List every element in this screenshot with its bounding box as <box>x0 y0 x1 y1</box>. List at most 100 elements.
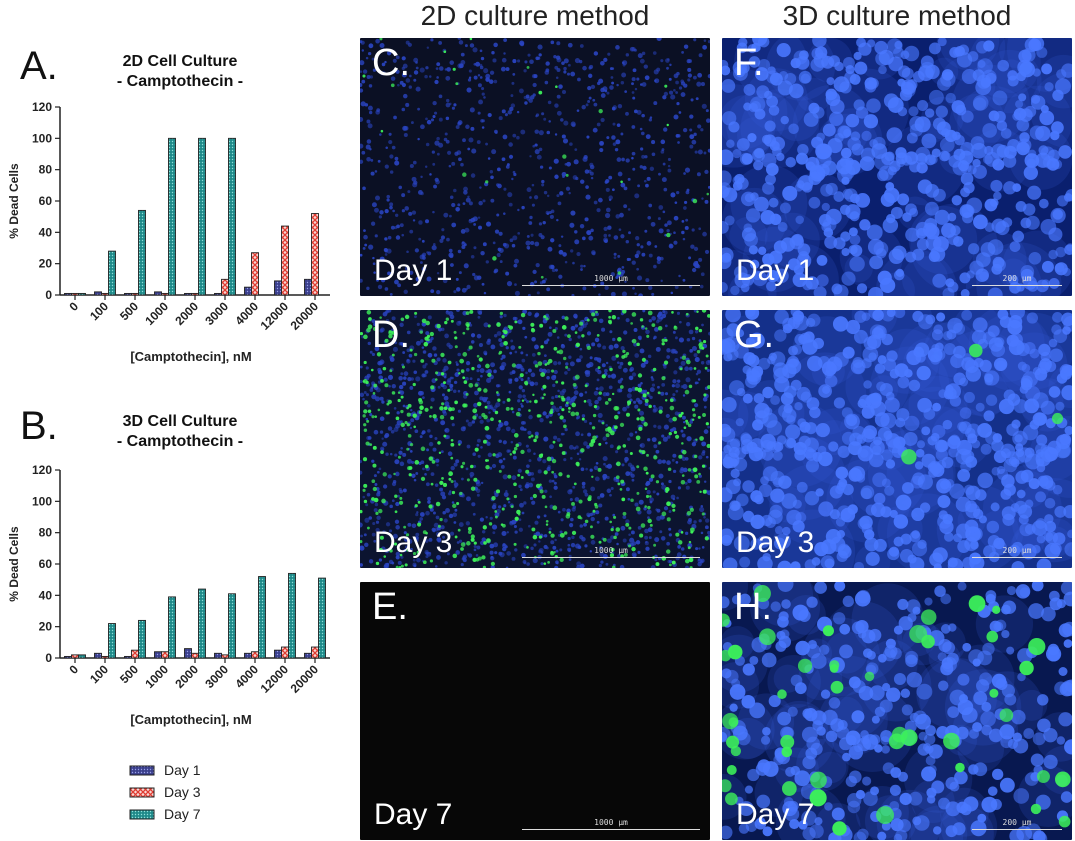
y-tick-label: 120 <box>32 463 52 477</box>
x-tick-label: 4000 <box>232 662 261 691</box>
dead-cell <box>494 510 498 513</box>
dead-cell <box>448 471 453 477</box>
dead-cell <box>492 256 497 261</box>
chart-a-title: 2D Cell Culture <box>122 53 238 70</box>
dead-cell <box>531 527 536 532</box>
dead-cell <box>627 361 632 366</box>
dead-cell <box>707 385 710 389</box>
dead-cell <box>692 198 698 204</box>
dead-cell <box>485 538 491 543</box>
dead-cell <box>572 383 577 387</box>
dead-cell <box>399 500 404 505</box>
dead-cell <box>460 465 464 469</box>
x-tick-label: 100 <box>87 299 111 323</box>
dead-cell <box>830 680 844 694</box>
chart-b-title-block: 3D Cell Culture - Camptothecin - <box>80 412 280 452</box>
dead-cell <box>454 535 458 539</box>
dead-cell <box>552 440 556 444</box>
dead-cell <box>481 555 486 560</box>
dead-cell <box>406 447 410 451</box>
dead-cell <box>474 383 479 387</box>
dead-cell <box>484 425 490 431</box>
dead-cell <box>680 480 686 485</box>
dead-cell <box>619 488 623 491</box>
dead-cell <box>588 495 592 499</box>
dead-cell <box>537 351 541 356</box>
dead-cell <box>561 325 567 330</box>
dead-cell <box>691 418 695 421</box>
dead-cell <box>545 317 549 321</box>
dead-cell <box>414 504 418 508</box>
dead-cell <box>400 422 405 428</box>
scale-bar-label: 1000 μm <box>594 818 628 827</box>
column-title-3d: 3D culture method <box>782 0 1012 31</box>
dead-cell <box>439 517 443 522</box>
dead-cell <box>407 466 412 471</box>
dead-cell <box>597 366 601 370</box>
dead-cell <box>441 402 445 406</box>
dead-cell <box>399 496 403 500</box>
dead-cell <box>722 613 730 627</box>
dead-cell <box>400 409 404 414</box>
scale-bar <box>972 285 1062 286</box>
dead-cell <box>615 354 619 358</box>
dead-cell <box>627 403 630 406</box>
dead-cell <box>540 453 544 456</box>
bar-day7-0 <box>78 292 86 296</box>
dead-cell <box>413 352 418 357</box>
dead-cell <box>562 154 567 159</box>
dead-cell <box>578 499 583 504</box>
dead-cell <box>664 399 668 402</box>
dead-cell <box>485 459 488 462</box>
dead-cell <box>404 314 410 320</box>
bar-day7-0 <box>78 654 86 659</box>
dead-cell <box>575 411 580 416</box>
dead-cell <box>613 535 617 540</box>
dead-cell <box>623 353 628 358</box>
dead-cell <box>688 557 694 563</box>
bar-day7-500 <box>138 209 146 296</box>
dead-cell <box>466 327 470 331</box>
dead-cell <box>590 534 595 539</box>
dead-cell <box>590 525 593 529</box>
dead-cell <box>697 415 701 419</box>
dead-cell <box>538 90 543 95</box>
chart-b-subtitle: - Camptothecin - <box>116 433 244 450</box>
dead-cell <box>391 391 396 395</box>
dead-cell <box>467 530 472 534</box>
dead-cell <box>545 519 549 523</box>
dead-cell <box>669 398 674 403</box>
dead-cell <box>598 108 603 114</box>
dead-cell <box>420 476 426 481</box>
dead-cell <box>496 322 501 327</box>
dead-cell <box>698 328 703 333</box>
dead-cell <box>689 566 693 568</box>
dead-cell <box>694 474 699 479</box>
dead-cell <box>703 393 707 397</box>
dead-cell <box>520 476 524 479</box>
dead-cell <box>647 505 651 510</box>
dead-cell <box>362 74 366 78</box>
x-tick-label: 12000 <box>258 299 292 333</box>
dead-cell <box>462 376 466 380</box>
bar-day3-4000 <box>251 651 259 659</box>
dead-cell <box>681 474 685 477</box>
dead-cell <box>379 535 384 540</box>
dead-cell <box>466 478 470 482</box>
dead-cell <box>573 482 577 486</box>
dead-cell <box>514 320 518 324</box>
dead-cell <box>666 549 671 554</box>
dead-cell <box>450 319 454 323</box>
dead-cell <box>498 350 503 354</box>
dead-cell <box>477 387 482 392</box>
dead-cell <box>472 415 477 420</box>
dead-cell <box>400 395 404 399</box>
dead-cell <box>457 528 461 532</box>
x-axis-label: [Camptothecin], nM <box>130 712 251 727</box>
dead-cell <box>485 363 490 369</box>
dead-cell <box>545 523 549 526</box>
dead-cell <box>604 401 609 405</box>
bar-day3-2000 <box>191 292 199 296</box>
x-tick-label: 2000 <box>172 662 201 691</box>
